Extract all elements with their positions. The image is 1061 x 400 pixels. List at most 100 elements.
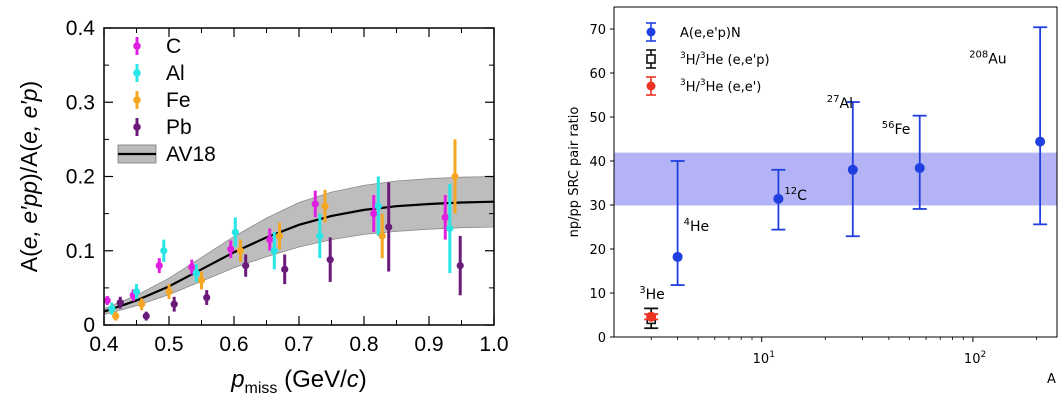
left-x-axis-label: pmiss (GeV/c)	[230, 366, 367, 397]
y-tick-label: 70	[589, 23, 606, 38]
left-chart: 0.4 0.5 0.6 0.7 0.8 0.9 1.0 0 0.1 0.2 0.3 0.4 C Al Fe…	[16, 17, 509, 397]
data-point-fe	[165, 284, 173, 300]
legend-entry-tri_ee: 3H/3He (e,e')	[646, 76, 761, 96]
nucleus-label: 3He	[639, 285, 665, 303]
x-tick-label: 0.8	[349, 333, 378, 356]
data-point-aep	[912, 114, 927, 210]
data-point-fe	[378, 213, 386, 259]
data-point-c	[441, 195, 449, 240]
left-data-points	[103, 139, 464, 321]
data-point-pb	[170, 296, 178, 312]
y-tick-label: 0.2	[66, 166, 95, 189]
legend-label: Fe	[166, 89, 191, 112]
data-point-fe	[451, 139, 459, 214]
data-point-al	[316, 213, 324, 259]
data-point-pb	[242, 254, 250, 277]
data-point-c	[155, 258, 163, 274]
data-point-c	[103, 296, 111, 305]
x-tick-label: 1.0	[479, 333, 508, 356]
data-point-al	[270, 232, 278, 270]
y-tick-label: 0.1	[66, 240, 95, 263]
data-point-al	[446, 183, 454, 274]
x-tick-label: 0.7	[284, 333, 313, 356]
data-point-fe	[275, 222, 284, 250]
x-tick-label: 102	[964, 350, 986, 367]
legend-entry-av18: AV18	[117, 143, 216, 166]
legend-entry-al: Al	[133, 62, 185, 85]
y-tick-label: 0	[83, 314, 95, 337]
legend-label: C	[166, 35, 181, 58]
nucleus-label: 27Al	[827, 94, 853, 112]
y-tick-label: 30	[589, 199, 606, 214]
nucleus-label: 208Au	[969, 50, 1007, 68]
legend-entry-tri_ep: 3H/3He (e,e'p)	[646, 49, 770, 69]
data-point-fe	[321, 189, 329, 223]
legend-entry-c: C	[133, 35, 181, 58]
legend-label: Pb	[166, 116, 192, 139]
y-tick-label: 20	[589, 243, 606, 258]
x-tick-label: 0.4	[89, 333, 119, 356]
data-point-pb	[203, 290, 211, 305]
data-point-c	[266, 228, 274, 251]
right-plot-frame	[613, 6, 1058, 338]
data-point-fe	[236, 239, 245, 262]
legend-entry-fe: Fe	[133, 89, 191, 112]
data-point-al	[192, 264, 200, 282]
right-axis-ticks: 0 10 20 30 40 50 60 70 101 102	[589, 23, 1037, 367]
y-tick-label: 60	[589, 67, 606, 82]
x-tick-label: 0.5	[154, 333, 183, 356]
y-tick-label: 0.4	[66, 17, 96, 40]
nucleus-label: 12C	[784, 186, 807, 204]
legend-label: Al	[166, 62, 185, 85]
data-point-fe	[197, 271, 206, 290]
data-point-pb	[326, 237, 334, 282]
x-tick-label: 0.9	[414, 333, 443, 356]
data-point-aep	[1033, 26, 1048, 226]
right-data-points	[644, 26, 1048, 330]
y-tick-label: 40	[589, 155, 606, 170]
data-point-pb	[456, 235, 464, 296]
nucleus-labels: 4He 12C 27Al 56Fe 208Au 3He	[639, 50, 1006, 303]
y-tick-label: 50	[589, 111, 606, 126]
legend-label: A(e,e'p)N	[680, 26, 741, 41]
y-tick-label: 10	[589, 287, 606, 302]
left-y-axis-label: A(e, e′pp)/A(e, e′p)	[16, 81, 42, 272]
x-tick-label: 101	[753, 350, 775, 367]
ratio-band	[614, 152, 1057, 206]
x-tick-label: 0.6	[219, 333, 248, 356]
data-point-c	[370, 195, 378, 233]
data-point-c	[227, 240, 235, 259]
right-y-axis-label: np/pp SRC pair ratio	[567, 107, 582, 238]
data-point-al	[374, 176, 382, 236]
data-point-tri-ee	[644, 311, 659, 322]
data-point-al	[108, 302, 116, 315]
right-chart: 4He 12C 27Al 56Fe 208Au 3He 0 10 20 30 40 50 60 70 10…	[567, 6, 1058, 387]
right-x-axis-label: A	[1047, 372, 1056, 387]
data-point-al	[231, 217, 239, 248]
legend-label: 3H/3He (e,e')	[680, 78, 761, 95]
y-tick-label: 0	[598, 331, 606, 346]
left-legend: C Al Fe Pb AV18	[117, 35, 216, 166]
legend-entry-aep: A(e,e'p)N	[646, 22, 741, 42]
left-axis-ticks: 0.4 0.5 0.6 0.7 0.8 0.9 1.0 0 0.1 0.2 0.3 0.4	[66, 17, 509, 356]
data-point-aep	[670, 160, 685, 286]
data-point-al	[160, 239, 168, 262]
legend-entry-pb: Pb	[133, 116, 192, 139]
data-point-c	[311, 190, 319, 218]
legend-label: 3H/3He (e,e'p)	[680, 51, 770, 68]
data-point-pb	[385, 182, 393, 272]
left-plot-frame	[103, 27, 495, 326]
nucleus-label: 4He	[684, 217, 710, 235]
data-point-pb	[142, 311, 150, 321]
data-point-fe	[138, 298, 146, 311]
data-point-aep	[845, 101, 860, 238]
legend-label: AV18	[166, 143, 216, 166]
data-point-c	[188, 259, 196, 275]
data-point-pb	[116, 296, 124, 309]
right-legend: A(e,e'p)N 3H/3He (e,e'p) 3H/3He (e,e')	[646, 22, 770, 96]
data-point-al	[132, 284, 141, 300]
y-tick-label: 0.3	[66, 91, 95, 114]
nucleus-label: 56Fe	[882, 120, 911, 138]
data-point-fe	[112, 311, 120, 321]
